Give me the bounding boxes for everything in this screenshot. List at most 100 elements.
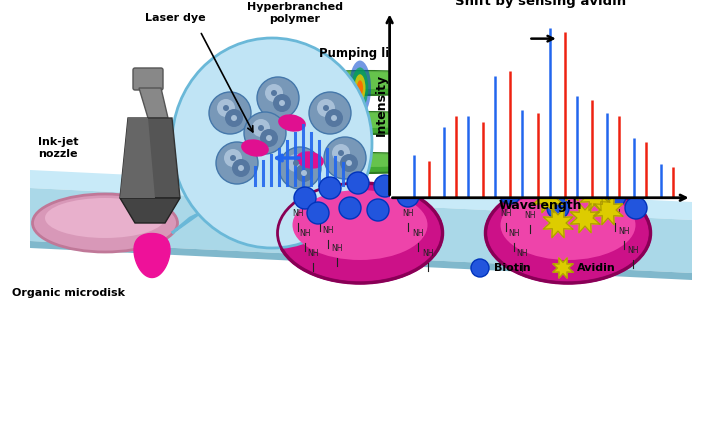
Ellipse shape (638, 127, 663, 144)
Ellipse shape (349, 60, 371, 116)
Circle shape (279, 100, 285, 106)
Circle shape (307, 202, 329, 224)
Text: NH: NH (307, 249, 319, 258)
Circle shape (266, 135, 272, 141)
Circle shape (238, 165, 244, 171)
Ellipse shape (357, 80, 363, 96)
Text: Ink-jet
nozzle: Ink-jet nozzle (38, 137, 78, 159)
Ellipse shape (459, 178, 486, 188)
Circle shape (224, 149, 242, 167)
Circle shape (331, 115, 337, 121)
Ellipse shape (447, 180, 463, 186)
Circle shape (279, 147, 321, 189)
Ellipse shape (267, 71, 463, 95)
Ellipse shape (632, 123, 668, 148)
Ellipse shape (557, 60, 579, 116)
Ellipse shape (446, 172, 501, 194)
Circle shape (209, 92, 251, 134)
Text: Laser dye: Laser dye (145, 13, 205, 23)
Ellipse shape (296, 151, 324, 169)
Polygon shape (570, 203, 600, 233)
Ellipse shape (428, 172, 482, 194)
Ellipse shape (599, 76, 633, 125)
Ellipse shape (277, 71, 453, 89)
Circle shape (625, 197, 647, 219)
Text: NH: NH (412, 229, 424, 238)
Ellipse shape (487, 112, 652, 128)
Ellipse shape (244, 175, 286, 191)
Polygon shape (593, 195, 623, 225)
Text: NH: NH (501, 208, 512, 217)
Ellipse shape (296, 76, 329, 125)
Text: NH: NH (314, 208, 326, 217)
Ellipse shape (277, 183, 442, 283)
Text: NH: NH (508, 229, 519, 238)
Circle shape (346, 160, 352, 166)
Polygon shape (557, 171, 587, 201)
Circle shape (367, 199, 389, 221)
Circle shape (323, 105, 329, 111)
Polygon shape (543, 208, 573, 238)
Ellipse shape (482, 71, 658, 89)
Text: NH: NH (516, 249, 528, 258)
Circle shape (217, 99, 235, 117)
Ellipse shape (603, 83, 628, 119)
Circle shape (216, 142, 258, 184)
Ellipse shape (625, 119, 675, 152)
Ellipse shape (307, 94, 317, 107)
Circle shape (319, 177, 341, 199)
Ellipse shape (277, 153, 453, 173)
Text: NH: NH (331, 244, 343, 253)
Circle shape (273, 94, 291, 112)
Polygon shape (134, 234, 170, 277)
Ellipse shape (465, 180, 481, 186)
Circle shape (287, 154, 305, 172)
Ellipse shape (486, 183, 651, 283)
Polygon shape (139, 88, 168, 118)
Polygon shape (30, 241, 692, 280)
Text: Pumping light: Pumping light (524, 47, 616, 59)
Ellipse shape (472, 71, 668, 95)
Circle shape (244, 112, 286, 154)
Circle shape (317, 99, 335, 117)
Circle shape (332, 144, 350, 162)
Circle shape (604, 185, 626, 207)
Text: NH: NH (322, 226, 333, 235)
Circle shape (232, 159, 250, 177)
FancyBboxPatch shape (133, 68, 163, 90)
Y-axis label: Intensity: Intensity (376, 74, 388, 136)
Circle shape (271, 90, 277, 96)
Text: NH: NH (609, 208, 621, 217)
Circle shape (231, 115, 237, 121)
Ellipse shape (442, 178, 469, 188)
Polygon shape (120, 198, 180, 223)
Text: Hyperbranched
polymer: Hyperbranched polymer (247, 2, 343, 24)
Circle shape (257, 77, 299, 119)
Ellipse shape (565, 80, 571, 96)
Circle shape (295, 164, 313, 182)
Text: NH: NH (524, 211, 536, 220)
Ellipse shape (300, 83, 325, 119)
Circle shape (397, 185, 419, 207)
Circle shape (521, 172, 543, 194)
Polygon shape (120, 118, 155, 198)
Ellipse shape (32, 194, 178, 252)
Ellipse shape (435, 131, 449, 140)
Ellipse shape (516, 94, 525, 107)
Ellipse shape (644, 131, 657, 140)
Ellipse shape (430, 127, 454, 144)
Ellipse shape (399, 89, 416, 113)
Text: Organic microdisk: Organic microdisk (11, 288, 124, 298)
Ellipse shape (272, 112, 458, 134)
Circle shape (547, 197, 569, 219)
Polygon shape (30, 170, 692, 220)
Ellipse shape (649, 178, 677, 188)
Ellipse shape (391, 76, 424, 125)
Polygon shape (172, 213, 200, 233)
Ellipse shape (237, 172, 293, 194)
Circle shape (293, 160, 299, 166)
Circle shape (471, 259, 489, 277)
Ellipse shape (562, 74, 574, 102)
Ellipse shape (288, 153, 442, 167)
Polygon shape (30, 188, 692, 273)
